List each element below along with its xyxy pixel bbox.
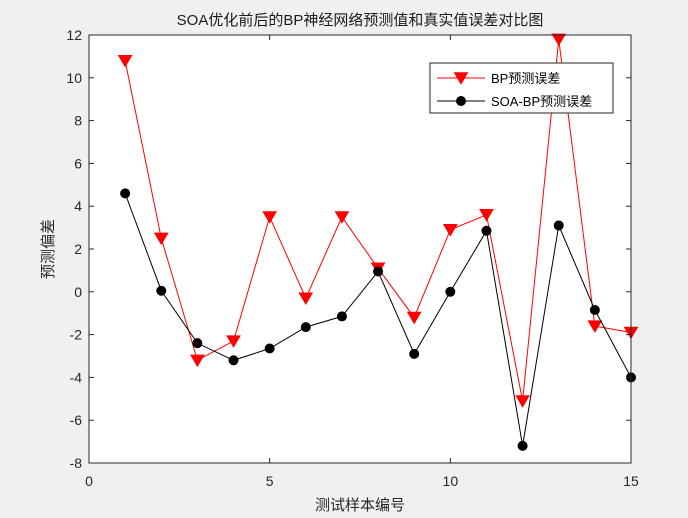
data-point (226, 335, 241, 348)
y-tick-label: -8 (70, 455, 83, 471)
data-point (517, 440, 528, 451)
data-point (409, 348, 420, 359)
y-tick-label: 12 (66, 27, 82, 43)
x-tick-label: 15 (623, 473, 639, 489)
data-point (515, 395, 530, 408)
y-tick-label: 0 (74, 284, 82, 300)
legend-marker (453, 72, 469, 85)
data-point (587, 320, 603, 333)
data-point (373, 266, 384, 277)
data-point (117, 54, 133, 68)
data-point (442, 224, 458, 237)
data-point (300, 322, 311, 333)
y-tick-label: -4 (70, 369, 83, 385)
data-point (262, 211, 278, 224)
y-tick-label: 6 (74, 155, 82, 171)
series-1 (117, 33, 639, 408)
data-point (445, 286, 456, 297)
data-point (228, 355, 239, 366)
legend-label: BP预测误差 (491, 71, 560, 86)
y-tick-label: -2 (70, 327, 83, 343)
data-point (589, 304, 600, 315)
data-point (553, 220, 564, 231)
data-point (481, 225, 492, 236)
data-point (156, 285, 167, 296)
y-tick-label: 10 (66, 70, 82, 86)
x-axis-label: 测试样本编号 (315, 496, 405, 514)
x-tick-label: 5 (266, 473, 274, 489)
data-point (479, 209, 494, 222)
data-point (334, 211, 350, 224)
data-point (120, 188, 131, 199)
y-axis: -8 -6 -4 -2 0 2 4 6 8 10 12 (66, 27, 631, 471)
x-axis: 0 5 10 15 (85, 35, 639, 489)
x-tick-label: 10 (443, 473, 459, 489)
data-point (336, 311, 347, 322)
series-2 (120, 188, 636, 451)
data-point (190, 354, 205, 368)
data-point (298, 292, 314, 306)
y-tick-label: 4 (74, 198, 82, 214)
y-axis-label: 预测偏差 (39, 219, 57, 279)
y-tick-label: -6 (70, 412, 83, 428)
legend-marker (456, 96, 466, 106)
data-point (551, 33, 567, 47)
y-tick-label: 8 (74, 113, 82, 129)
chart-title: SOA优化前后的BP神经网络预测值和真实值误差对比图 (177, 11, 544, 29)
chart-marks (117, 33, 639, 451)
legend-label: SOA-BP预测误差 (491, 94, 592, 109)
data-point (406, 311, 422, 325)
legend: BP预测误差 SOA-BP预测误差 (429, 62, 614, 114)
x-tick-label: 0 (85, 473, 93, 489)
data-point (192, 338, 203, 349)
data-point (264, 343, 275, 354)
y-tick-label: 2 (74, 241, 82, 257)
data-point (153, 232, 169, 246)
